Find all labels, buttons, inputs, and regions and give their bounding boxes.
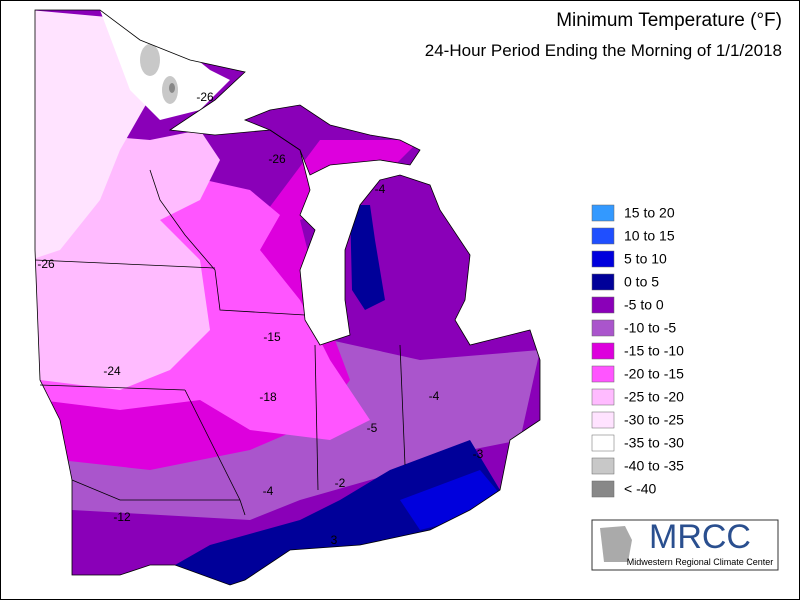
station-value: -2: [335, 476, 346, 490]
legend-label: < -40: [624, 481, 657, 497]
station-value: -26: [196, 90, 214, 104]
legend-swatch: [591, 296, 615, 314]
legend-swatch: [591, 250, 615, 268]
station-value: -12: [113, 510, 131, 524]
logo-name: MRCC: [649, 518, 751, 556]
legend-swatch: [591, 273, 615, 291]
legend-label: 0 to 5: [624, 274, 659, 290]
legend-label: 15 to 20: [624, 205, 675, 221]
legend-swatch: [591, 319, 615, 337]
station-value: -24: [103, 364, 121, 378]
station-value: -4: [429, 389, 440, 403]
station-value: -18: [259, 390, 277, 404]
state-borders: [34, 9, 541, 586]
title: Minimum Temperature (°F): [556, 10, 782, 31]
legend-swatch: [591, 227, 615, 245]
station-value: -4: [263, 484, 274, 498]
legend-label: -5 to 0: [624, 297, 664, 313]
legend-swatch: [591, 411, 615, 429]
legend-label: 5 to 10: [624, 251, 667, 267]
legend-label: -10 to -5: [624, 320, 676, 336]
station-value: -26: [268, 152, 286, 166]
station-value: -26: [37, 257, 55, 271]
station-value: 3: [331, 533, 338, 547]
logo-caption: Midwestern Regional Climate Center: [627, 557, 774, 567]
logo: MRCC Midwestern Regional Climate Center: [591, 518, 779, 571]
legend-label: -35 to -30: [624, 435, 684, 451]
legend-swatch: [591, 365, 615, 383]
legend-label: -25 to -20: [624, 389, 684, 405]
station-labels: -26 -26 -26 -4 -15 -24 -18 -4 -5 -3 -2 -4 -12 3: [37, 90, 483, 547]
station-value: -15: [263, 330, 281, 344]
station-value: -4: [375, 182, 386, 196]
legend-swatch: [591, 342, 615, 360]
legend-swatch: [591, 457, 615, 475]
subtitle: 24-Hour Period Ending the Morning of 1/1…: [425, 41, 782, 60]
legend-swatch: [591, 480, 615, 498]
legend-label: -30 to -25: [624, 412, 684, 428]
legend-swatch: [591, 434, 615, 452]
legend: 15 to 20 10 to 15 5 to 10 0 to 5 -5 to 0 -10 …: [591, 204, 684, 498]
legend-swatch: [591, 204, 615, 222]
legend-swatch: [591, 388, 615, 406]
legend-label: 10 to 15: [624, 228, 675, 244]
legend-label: -40 to -35: [624, 458, 684, 474]
station-value: -3: [473, 447, 484, 461]
legend-label: -15 to -10: [624, 343, 684, 359]
station-value: -5: [367, 421, 378, 435]
logo-icon: [600, 526, 632, 562]
legend-label: -20 to -15: [624, 366, 684, 382]
